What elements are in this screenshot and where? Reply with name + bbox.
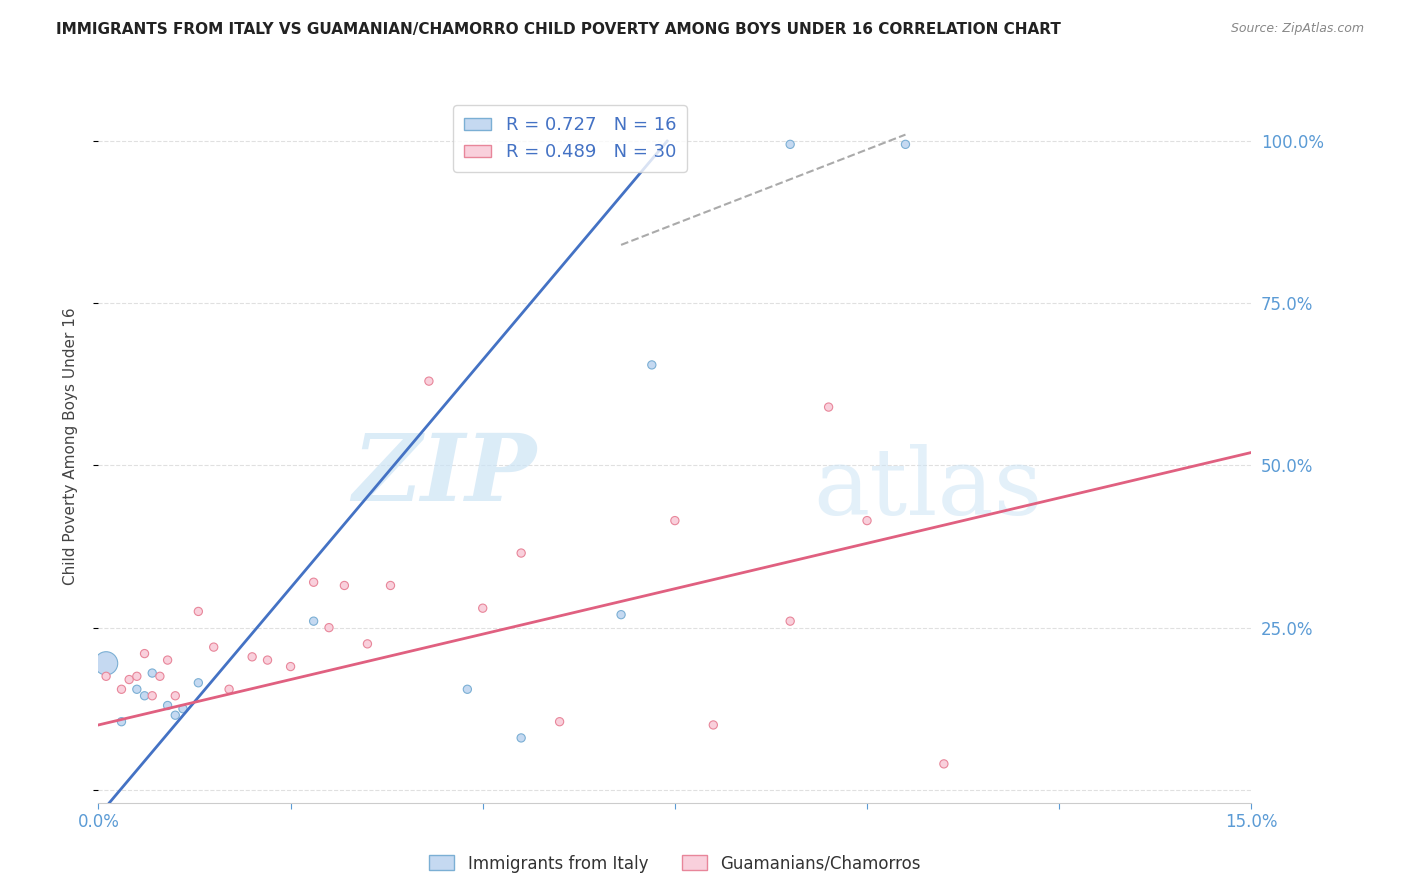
Point — [702, 718, 724, 732]
Text: IMMIGRANTS FROM ITALY VS GUAMANIAN/CHAMORRO CHILD POVERTY AMONG BOYS UNDER 16 CO: IMMIGRANTS FROM ITALY VS GUAMANIAN/CHAMO… — [56, 22, 1062, 37]
Point — [165, 689, 187, 703]
Point — [932, 756, 955, 771]
Text: atlas: atlas — [813, 444, 1042, 533]
Point — [134, 647, 156, 661]
Point — [894, 137, 917, 152]
Point — [141, 666, 163, 681]
Point — [641, 358, 664, 372]
Point — [333, 578, 356, 592]
Point — [610, 607, 633, 622]
Point — [149, 669, 172, 683]
Point — [218, 682, 240, 697]
Point — [510, 546, 533, 560]
Point — [664, 514, 686, 528]
Point — [141, 689, 163, 703]
Y-axis label: Child Poverty Among Boys Under 16: Child Poverty Among Boys Under 16 — [63, 307, 77, 585]
Legend: Immigrants from Italy, Guamanians/Chamorros: Immigrants from Italy, Guamanians/Chamor… — [423, 848, 927, 880]
Point — [280, 659, 302, 673]
Point — [471, 601, 494, 615]
Point — [302, 575, 325, 590]
Point — [256, 653, 278, 667]
Point — [356, 637, 378, 651]
Point — [187, 675, 209, 690]
Legend: R = 0.727   N = 16, R = 0.489   N = 30: R = 0.727 N = 16, R = 0.489 N = 30 — [453, 105, 688, 172]
Point — [318, 621, 340, 635]
Point — [779, 137, 801, 152]
Text: ZIP: ZIP — [353, 430, 537, 519]
Point — [165, 708, 187, 723]
Point — [118, 673, 141, 687]
Point — [202, 640, 225, 654]
Point — [856, 514, 879, 528]
Point — [134, 689, 156, 703]
Text: Source: ZipAtlas.com: Source: ZipAtlas.com — [1230, 22, 1364, 36]
Point — [172, 702, 194, 716]
Point — [380, 578, 402, 592]
Point — [125, 669, 148, 683]
Point — [156, 653, 179, 667]
Point — [110, 682, 132, 697]
Point — [156, 698, 179, 713]
Point — [456, 682, 478, 697]
Point — [187, 604, 209, 618]
Point — [94, 669, 117, 683]
Point — [817, 400, 839, 414]
Point — [302, 614, 325, 628]
Point — [548, 714, 571, 729]
Point — [240, 649, 263, 664]
Point — [125, 682, 148, 697]
Point — [418, 374, 440, 388]
Point — [94, 657, 117, 671]
Point — [510, 731, 533, 745]
Point — [779, 614, 801, 628]
Point — [110, 714, 132, 729]
